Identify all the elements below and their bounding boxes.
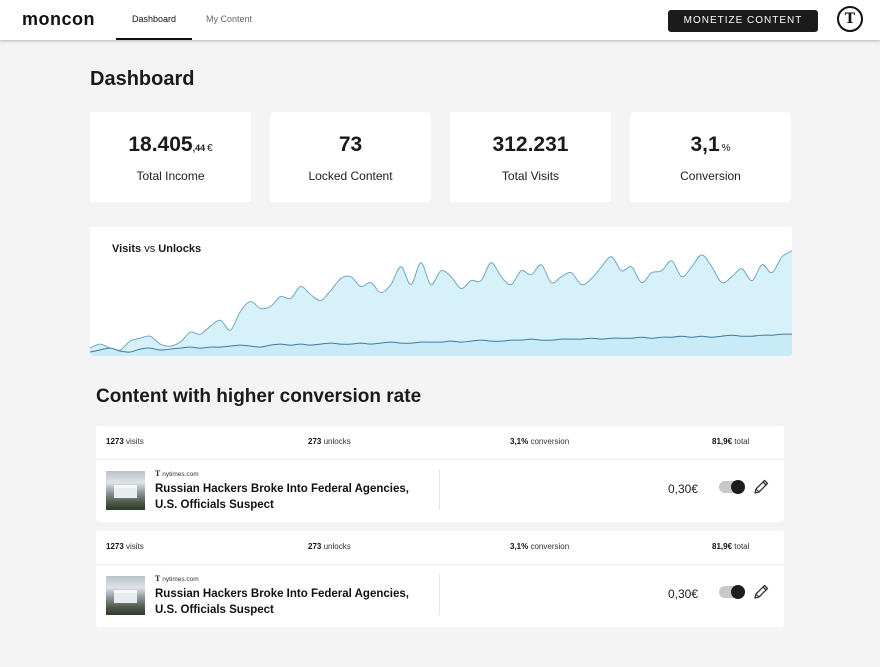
stat-label: Total Income [136, 169, 205, 183]
stat-card-locked-content: 73 Locked Content [270, 112, 431, 202]
stat-label: Total Visits [501, 169, 560, 183]
total-value: 81,9€ [712, 542, 733, 551]
nyt-icon: T [155, 469, 161, 478]
pencil-edit-icon[interactable] [752, 478, 770, 496]
conversion-label: conversion [530, 542, 570, 551]
total-label: total [734, 542, 750, 551]
unlocks-series-area [90, 334, 792, 356]
stat-unit: % [721, 143, 731, 154]
stat-value: 73 [270, 133, 431, 157]
stat-card-total-income: 18.405,44 € Total Income [90, 112, 251, 202]
vertical-divider [439, 574, 440, 615]
tab-my-content[interactable]: My Content [205, 14, 253, 24]
visits-series-area [90, 250, 792, 356]
section-title: Content with higher conversion rate [96, 386, 422, 407]
visits-metric: 1273 visits [106, 542, 144, 551]
lock-toggle[interactable] [719, 585, 745, 599]
article-headline[interactable]: Russian Hackers Broke Into Federal Agenc… [155, 588, 409, 616]
chart-title-visits: Visits [112, 243, 142, 255]
monetize-content-button[interactable]: MONETIZE CONTENT [668, 10, 818, 32]
stat-card-conversion: 3,1% Conversion [630, 112, 791, 202]
stat-number: 18.405 [128, 133, 193, 156]
visits-label: visits [126, 437, 144, 446]
unlocks-label: unlocks [323, 542, 351, 551]
price-value: 0,30€ [668, 482, 699, 496]
stat-number: 3,1 [690, 133, 720, 156]
visits-count: 1273 [106, 542, 124, 551]
publisher-avatar[interactable]: T [837, 6, 863, 32]
row-divider [96, 564, 784, 565]
stat-value: 3,1% [630, 133, 791, 157]
content-row[interactable]: 1273 visits 273 unlocks 3,1% conversion … [96, 426, 784, 522]
stat-value: 312.231 [450, 133, 611, 157]
chart-title-unlocks: Unlocks [158, 243, 202, 255]
total-metric: 81,9€ total [712, 542, 749, 551]
stat-card-total-visits: 312.231 Total Visits [450, 112, 611, 202]
visits-label: visits [126, 542, 144, 551]
stat-label: Conversion [680, 169, 741, 183]
tab-dashboard[interactable]: Dashboard [116, 0, 192, 40]
total-value: 81,9€ [712, 437, 733, 446]
conversion-label: conversion [530, 437, 570, 446]
top-nav: moncon Dashboard My Content MONETIZE CON… [0, 0, 880, 40]
price-value: 0,30€ [668, 587, 699, 601]
nyt-icon: T [155, 574, 161, 583]
unlocks-label: unlocks [323, 437, 351, 446]
chart-title-vs: vs [141, 243, 159, 255]
chart-title: Visits vs Unlocks [112, 243, 201, 255]
conversion-value: 3,1% [510, 437, 529, 446]
unlocks-metric: 273 unlocks [308, 542, 351, 551]
chart-area [90, 250, 792, 356]
total-metric: 81,9€ total [712, 437, 749, 446]
article-thumbnail[interactable] [106, 471, 145, 510]
unlocks-series-line [90, 333, 792, 353]
content-row[interactable]: 1273 visits 273 unlocks 3,1% conversion … [96, 531, 784, 627]
source-domain: nytimes.com [162, 471, 199, 478]
stat-number: 312.231 [492, 133, 569, 156]
total-label: total [734, 437, 750, 446]
pencil-edit-icon[interactable] [752, 583, 770, 601]
unlocks-count: 273 [308, 542, 322, 551]
lock-toggle[interactable] [719, 480, 745, 494]
stat-label: Locked Content [308, 169, 393, 183]
stat-unit: € [207, 143, 213, 154]
conversion-metric: 3,1% conversion [510, 437, 569, 446]
visits-vs-unlocks-chart: Visits vs Unlocks [90, 227, 792, 356]
conversion-metric: 3,1% conversion [510, 542, 569, 551]
unlocks-metric: 273 unlocks [308, 437, 351, 446]
visits-metric: 1273 visits [106, 437, 144, 446]
stat-decimals: ,44 [192, 143, 206, 153]
article-thumbnail[interactable] [106, 576, 145, 615]
row-divider [96, 459, 784, 460]
stat-number: 73 [338, 133, 363, 156]
moncon-logo[interactable]: moncon [22, 9, 95, 29]
source-domain: nytimes.com [162, 576, 199, 583]
page-title: Dashboard [90, 68, 195, 90]
visits-count: 1273 [106, 437, 124, 446]
conversion-value: 3,1% [510, 542, 529, 551]
vertical-divider [439, 469, 440, 510]
stat-value: 18.405,44 € [90, 133, 251, 157]
article-headline[interactable]: Russian Hackers Broke Into Federal Agenc… [155, 483, 409, 511]
visits-series-line [90, 250, 792, 351]
unlocks-count: 273 [308, 437, 322, 446]
